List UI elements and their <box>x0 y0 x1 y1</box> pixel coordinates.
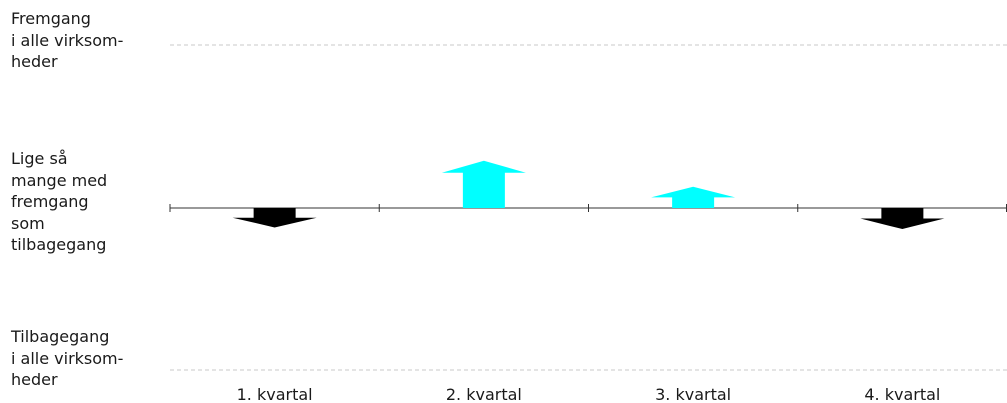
arrow-1 <box>232 208 317 228</box>
arrow-2 <box>441 160 526 208</box>
x-tick-label: 2. kvartal <box>446 385 522 403</box>
x-tick-label: 4. kvartal <box>864 385 940 403</box>
x-tick-label: 1. kvartal <box>237 385 313 403</box>
arrow-4 <box>860 208 945 230</box>
y-label-middle: Lige så mange med fremgang som tilbagega… <box>11 149 108 254</box>
y-label-bottom: Tilbagegang i alle virksom- heder <box>11 327 124 389</box>
y-label-top: Fremgang i alle virksom- heder <box>11 9 124 71</box>
arrow-3 <box>651 186 736 208</box>
x-tick-label: 3. kvartal <box>655 385 731 403</box>
